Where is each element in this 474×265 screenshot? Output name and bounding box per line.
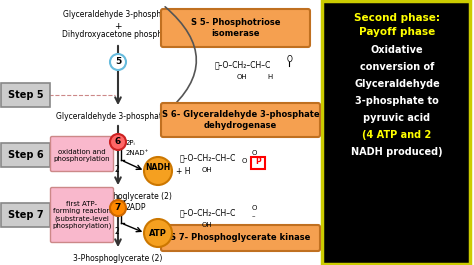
Text: 5: 5 [115,58,121,67]
Text: Oxidative: Oxidative [371,45,423,55]
FancyBboxPatch shape [1,143,50,167]
Text: –: – [252,213,255,219]
Text: Glyceraldehyde: Glyceraldehyde [354,79,440,89]
Text: O: O [242,158,247,164]
Text: (4 ATP and 2: (4 ATP and 2 [363,130,432,140]
Text: Payoff phase: Payoff phase [359,27,435,37]
Text: OH: OH [237,74,247,80]
Text: Ⓟ–O–CH₂–CH–C: Ⓟ–O–CH₂–CH–C [215,60,272,69]
Text: first ATP-
forming reaction
(substrate-level
phosphorylation): first ATP- forming reaction (substrate-l… [52,201,112,229]
Text: NADH produced): NADH produced) [351,147,443,157]
Text: 2ADP: 2ADP [126,202,146,211]
Text: oxidation and
phosphorylation: oxidation and phosphorylation [54,148,110,161]
Text: 2: 2 [114,227,119,236]
Text: Second phase:: Second phase: [354,13,440,23]
Circle shape [144,157,172,185]
Text: NADH: NADH [146,164,171,173]
Text: +: + [114,22,122,31]
Text: 2Pᵢ: 2Pᵢ [126,140,136,146]
Text: P: P [255,157,261,166]
Text: + H: + H [176,166,191,175]
Text: 1,3-Bisphosphoglycerate (2): 1,3-Bisphosphoglycerate (2) [64,192,172,201]
Text: Dihydroxyacetone phosphate: Dihydroxyacetone phosphate [62,30,174,39]
Text: Glyceraldehyde 3-phosphate: Glyceraldehyde 3-phosphate [63,10,173,19]
Text: 3-Phosphoglycerate (2): 3-Phosphoglycerate (2) [73,254,163,263]
FancyBboxPatch shape [161,225,320,251]
Text: 3-phosphate to: 3-phosphate to [355,96,439,106]
Text: O: O [287,55,293,64]
Circle shape [110,134,126,150]
FancyBboxPatch shape [161,103,320,137]
FancyBboxPatch shape [1,203,50,227]
Text: pyruvic acid: pyruvic acid [364,113,430,123]
Text: OH: OH [202,167,212,173]
FancyBboxPatch shape [51,136,113,171]
Text: S 5- Phosphotriose
isomerase: S 5- Phosphotriose isomerase [191,18,280,38]
FancyBboxPatch shape [322,1,470,264]
Text: conversion of: conversion of [360,62,434,72]
Text: O: O [252,150,257,156]
Text: Glyceraldehyde 3-phosphate (2): Glyceraldehyde 3-phosphate (2) [56,112,180,121]
Circle shape [110,200,126,216]
Text: O: O [252,205,257,211]
FancyBboxPatch shape [161,9,310,47]
Text: ATP: ATP [149,228,167,237]
FancyArrowPatch shape [165,7,196,112]
Text: 7: 7 [115,204,121,213]
Text: Step 6: Step 6 [8,150,43,160]
Text: 6: 6 [115,138,121,147]
Circle shape [110,54,126,70]
Circle shape [144,219,172,247]
Text: S 6- Glyceraldehyde 3-phosphate
dehydrogenase: S 6- Glyceraldehyde 3-phosphate dehydrog… [162,110,319,130]
Text: Ⓟ–O–CH₂–CH–C: Ⓟ–O–CH₂–CH–C [180,209,237,218]
Text: Step 5: Step 5 [8,90,43,100]
Text: Step 7: Step 7 [8,210,43,220]
Text: 2NAD⁺: 2NAD⁺ [126,150,149,156]
Text: OH: OH [202,222,212,228]
Text: S 7- Phosphoglycerate kinase: S 7- Phosphoglycerate kinase [170,233,310,242]
FancyBboxPatch shape [1,83,50,107]
FancyBboxPatch shape [252,157,265,169]
FancyBboxPatch shape [51,188,113,242]
Text: Ⓟ–O–CH₂–CH–C: Ⓟ–O–CH₂–CH–C [180,153,237,162]
Text: H: H [267,74,273,80]
Text: 2: 2 [114,165,119,174]
